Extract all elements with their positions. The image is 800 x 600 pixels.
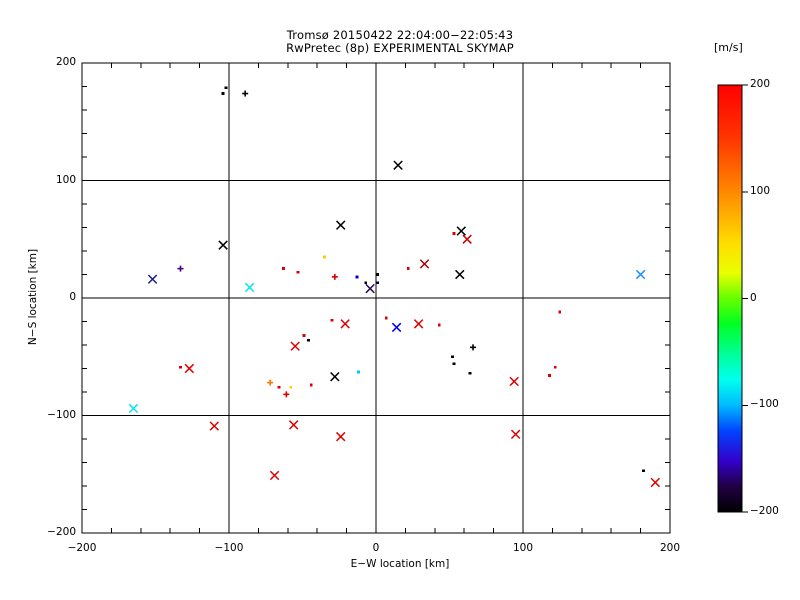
data-point — [306, 338, 310, 342]
data-point — [452, 362, 456, 366]
data-point — [269, 470, 280, 481]
data-point — [331, 273, 338, 280]
data-point — [323, 255, 326, 259]
data-point — [218, 240, 228, 250]
data-point — [147, 274, 158, 284]
data-point — [277, 385, 281, 389]
data-point — [553, 365, 557, 369]
data-point — [509, 376, 519, 387]
data-point — [456, 226, 466, 236]
data-point — [244, 282, 255, 293]
data-point — [335, 220, 346, 230]
data-point — [289, 385, 293, 389]
data-point — [510, 429, 521, 440]
grid-lines — [82, 63, 670, 533]
data-point — [330, 318, 334, 322]
x-tick-label: 100 — [512, 542, 534, 554]
data-point — [462, 234, 472, 244]
colorbar-tick-label: −100 — [750, 398, 779, 411]
colorbar-tick-label: 0 — [750, 291, 757, 304]
data-point — [548, 374, 551, 377]
data-point — [413, 319, 424, 329]
data-point — [376, 273, 379, 276]
data-point — [451, 355, 454, 359]
data-point — [224, 86, 228, 90]
colorbar-tick-label: −200 — [750, 505, 779, 517]
data-point — [335, 431, 346, 442]
data-point — [128, 403, 139, 414]
y-tick-label: 0 — [69, 291, 76, 303]
data-point — [302, 334, 306, 337]
data-point — [281, 267, 285, 271]
x-tick-label: 200 — [659, 542, 681, 554]
data-point — [419, 259, 430, 269]
data-point — [221, 92, 225, 95]
x-tick-label: −200 — [67, 542, 97, 554]
data-point — [376, 281, 379, 285]
data-point — [452, 231, 456, 235]
data-point — [455, 269, 465, 280]
data-point — [650, 477, 661, 488]
data-point — [184, 363, 195, 374]
y-tick-label: −200 — [47, 526, 76, 538]
data-point — [393, 160, 403, 170]
data-point — [355, 275, 359, 279]
data-point — [242, 90, 249, 97]
data-point — [470, 344, 477, 351]
axes-frame — [81, 62, 671, 534]
data-point — [356, 370, 360, 374]
data-point — [288, 420, 299, 430]
data-point — [406, 267, 410, 271]
x-axis-label: E−W location [km] — [350, 558, 450, 570]
data-point — [340, 319, 350, 329]
data-point — [635, 269, 646, 280]
data-point — [267, 379, 274, 386]
data-point — [209, 421, 220, 431]
colorbar — [717, 84, 748, 513]
data-point — [296, 270, 300, 274]
y-tick-label: 100 — [55, 173, 76, 186]
data-point — [290, 341, 300, 351]
data-points — [128, 86, 661, 488]
data-point — [558, 310, 562, 314]
data-point — [330, 371, 340, 382]
data-point — [468, 371, 472, 375]
data-point — [391, 322, 402, 333]
data-point — [179, 365, 182, 369]
data-point — [437, 323, 441, 327]
figure-title-line-2: RwPretec (8p) EXPERIMENTAL SKYMAP — [286, 41, 514, 55]
figure-title-line-1: Tromsø 20150422 22:04:00−22:05:43 — [286, 28, 514, 42]
data-point — [309, 383, 313, 387]
x-tick-label: 0 — [372, 542, 380, 554]
y-tick-label: −100 — [47, 408, 76, 421]
colorbar-title: [m/s] — [714, 41, 743, 54]
data-point — [177, 265, 184, 272]
colorbar-tick-label: 100 — [750, 184, 771, 197]
data-point — [283, 391, 290, 398]
data-point — [384, 316, 388, 320]
data-point — [365, 283, 375, 294]
x-tick-label: −100 — [214, 542, 244, 554]
data-point — [642, 469, 645, 473]
y-tick-label: 200 — [55, 56, 76, 68]
colorbar-tick-label: 200 — [750, 78, 771, 90]
data-point — [364, 281, 368, 285]
